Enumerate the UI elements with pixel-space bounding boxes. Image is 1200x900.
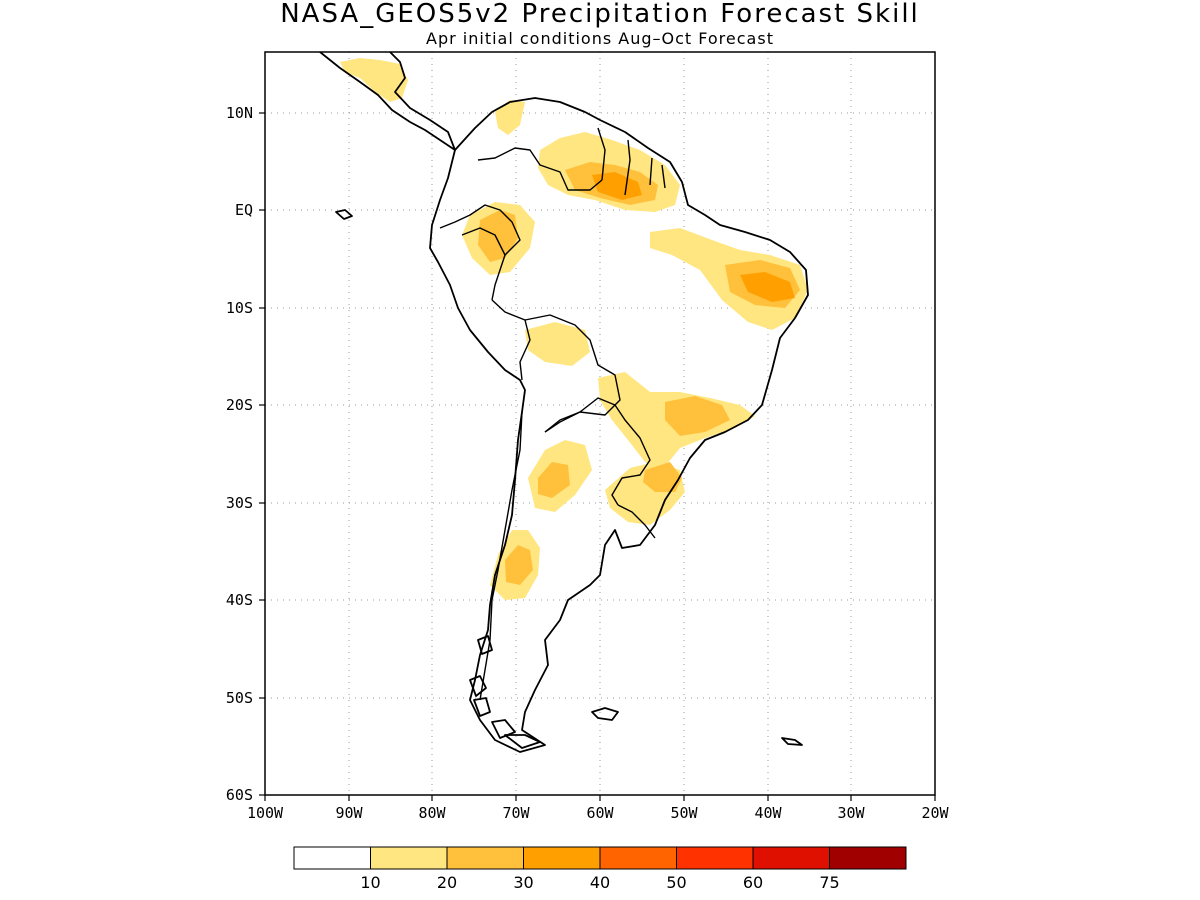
colorbar-tick-label: 40 [590,873,610,892]
colorbar-tick-label: 50 [666,873,686,892]
colorbar-swatch [829,846,907,870]
colorbar-swatch [752,846,830,870]
region-s-brazil-core [643,462,682,492]
colorbar-tick-label: 60 [743,873,763,892]
colorbar-tick-label: 30 [513,873,533,892]
coastline-galapagos [335,209,353,220]
lon-tick-label: 90W [335,804,363,822]
map-content [265,52,935,795]
colorbar-tick-label: 75 [819,873,839,892]
lon-tick-label: 70W [502,804,530,822]
region-ne-brazil-peak [740,272,795,302]
colorbar: 10 20 30 40 50 60 75 [293,846,907,892]
coastline-south-georgia [781,737,803,746]
colorbar-swatch [293,846,371,870]
region-central-america [340,58,408,102]
colorbar-tick-label: 10 [360,873,380,892]
lon-tick-label: 100W [247,804,284,822]
lat-labels: 10N EQ 10S 20S 30S 40S 50S 60S [226,104,253,804]
colorbar-swatch [523,846,601,870]
lon-tick-label: 50W [670,804,698,822]
colorbar-tick-label: 20 [437,873,457,892]
country-borders [439,127,666,701]
colorbar-swatch [676,846,754,870]
chilean-archipelago [469,635,541,749]
region-guianas-peak [592,172,642,200]
lon-tick-label: 30W [837,804,865,822]
tick-marks [259,112,936,801]
lat-tick-label: 20S [226,396,253,414]
coastline-falklands [591,707,619,721]
lat-tick-label: 50S [226,689,253,707]
coastline-central-america [319,52,456,151]
colorbar-swatch [599,846,677,870]
coastlines [319,52,809,753]
gridlines [265,52,935,795]
lat-tick-label: 60S [226,786,253,804]
lon-tick-label: 40W [754,804,782,822]
coastline-south-america [429,97,809,753]
map-subtitle: Apr initial conditions Aug–Oct Forecast [426,29,774,48]
region-bolivia [525,322,590,366]
region-chile-core [505,545,533,585]
lon-tick-label: 80W [418,804,446,822]
colorbar-swatch [446,846,524,870]
lat-tick-label: 10S [226,299,253,317]
lat-tick-label: EQ [235,201,253,219]
region-ecuador-peru-core [478,210,518,262]
skill-shading [340,58,808,600]
colorbar-swatch [370,846,448,870]
lat-tick-label: 30S [226,494,253,512]
lon-tick-label: 20W [921,804,949,822]
lat-tick-label: 10N [226,104,253,122]
map-title: NASA_GEOS5v2 Precipitation Forecast Skil… [280,0,920,29]
region-se-brazil-core [665,396,730,436]
region-venezuela [495,100,525,135]
lat-tick-label: 40S [226,591,253,609]
lon-labels: 100W 90W 80W 70W 60W 50W 40W 30W 20W [247,804,950,822]
lon-tick-label: 60W [586,804,614,822]
region-nw-argentina-core [538,462,570,498]
